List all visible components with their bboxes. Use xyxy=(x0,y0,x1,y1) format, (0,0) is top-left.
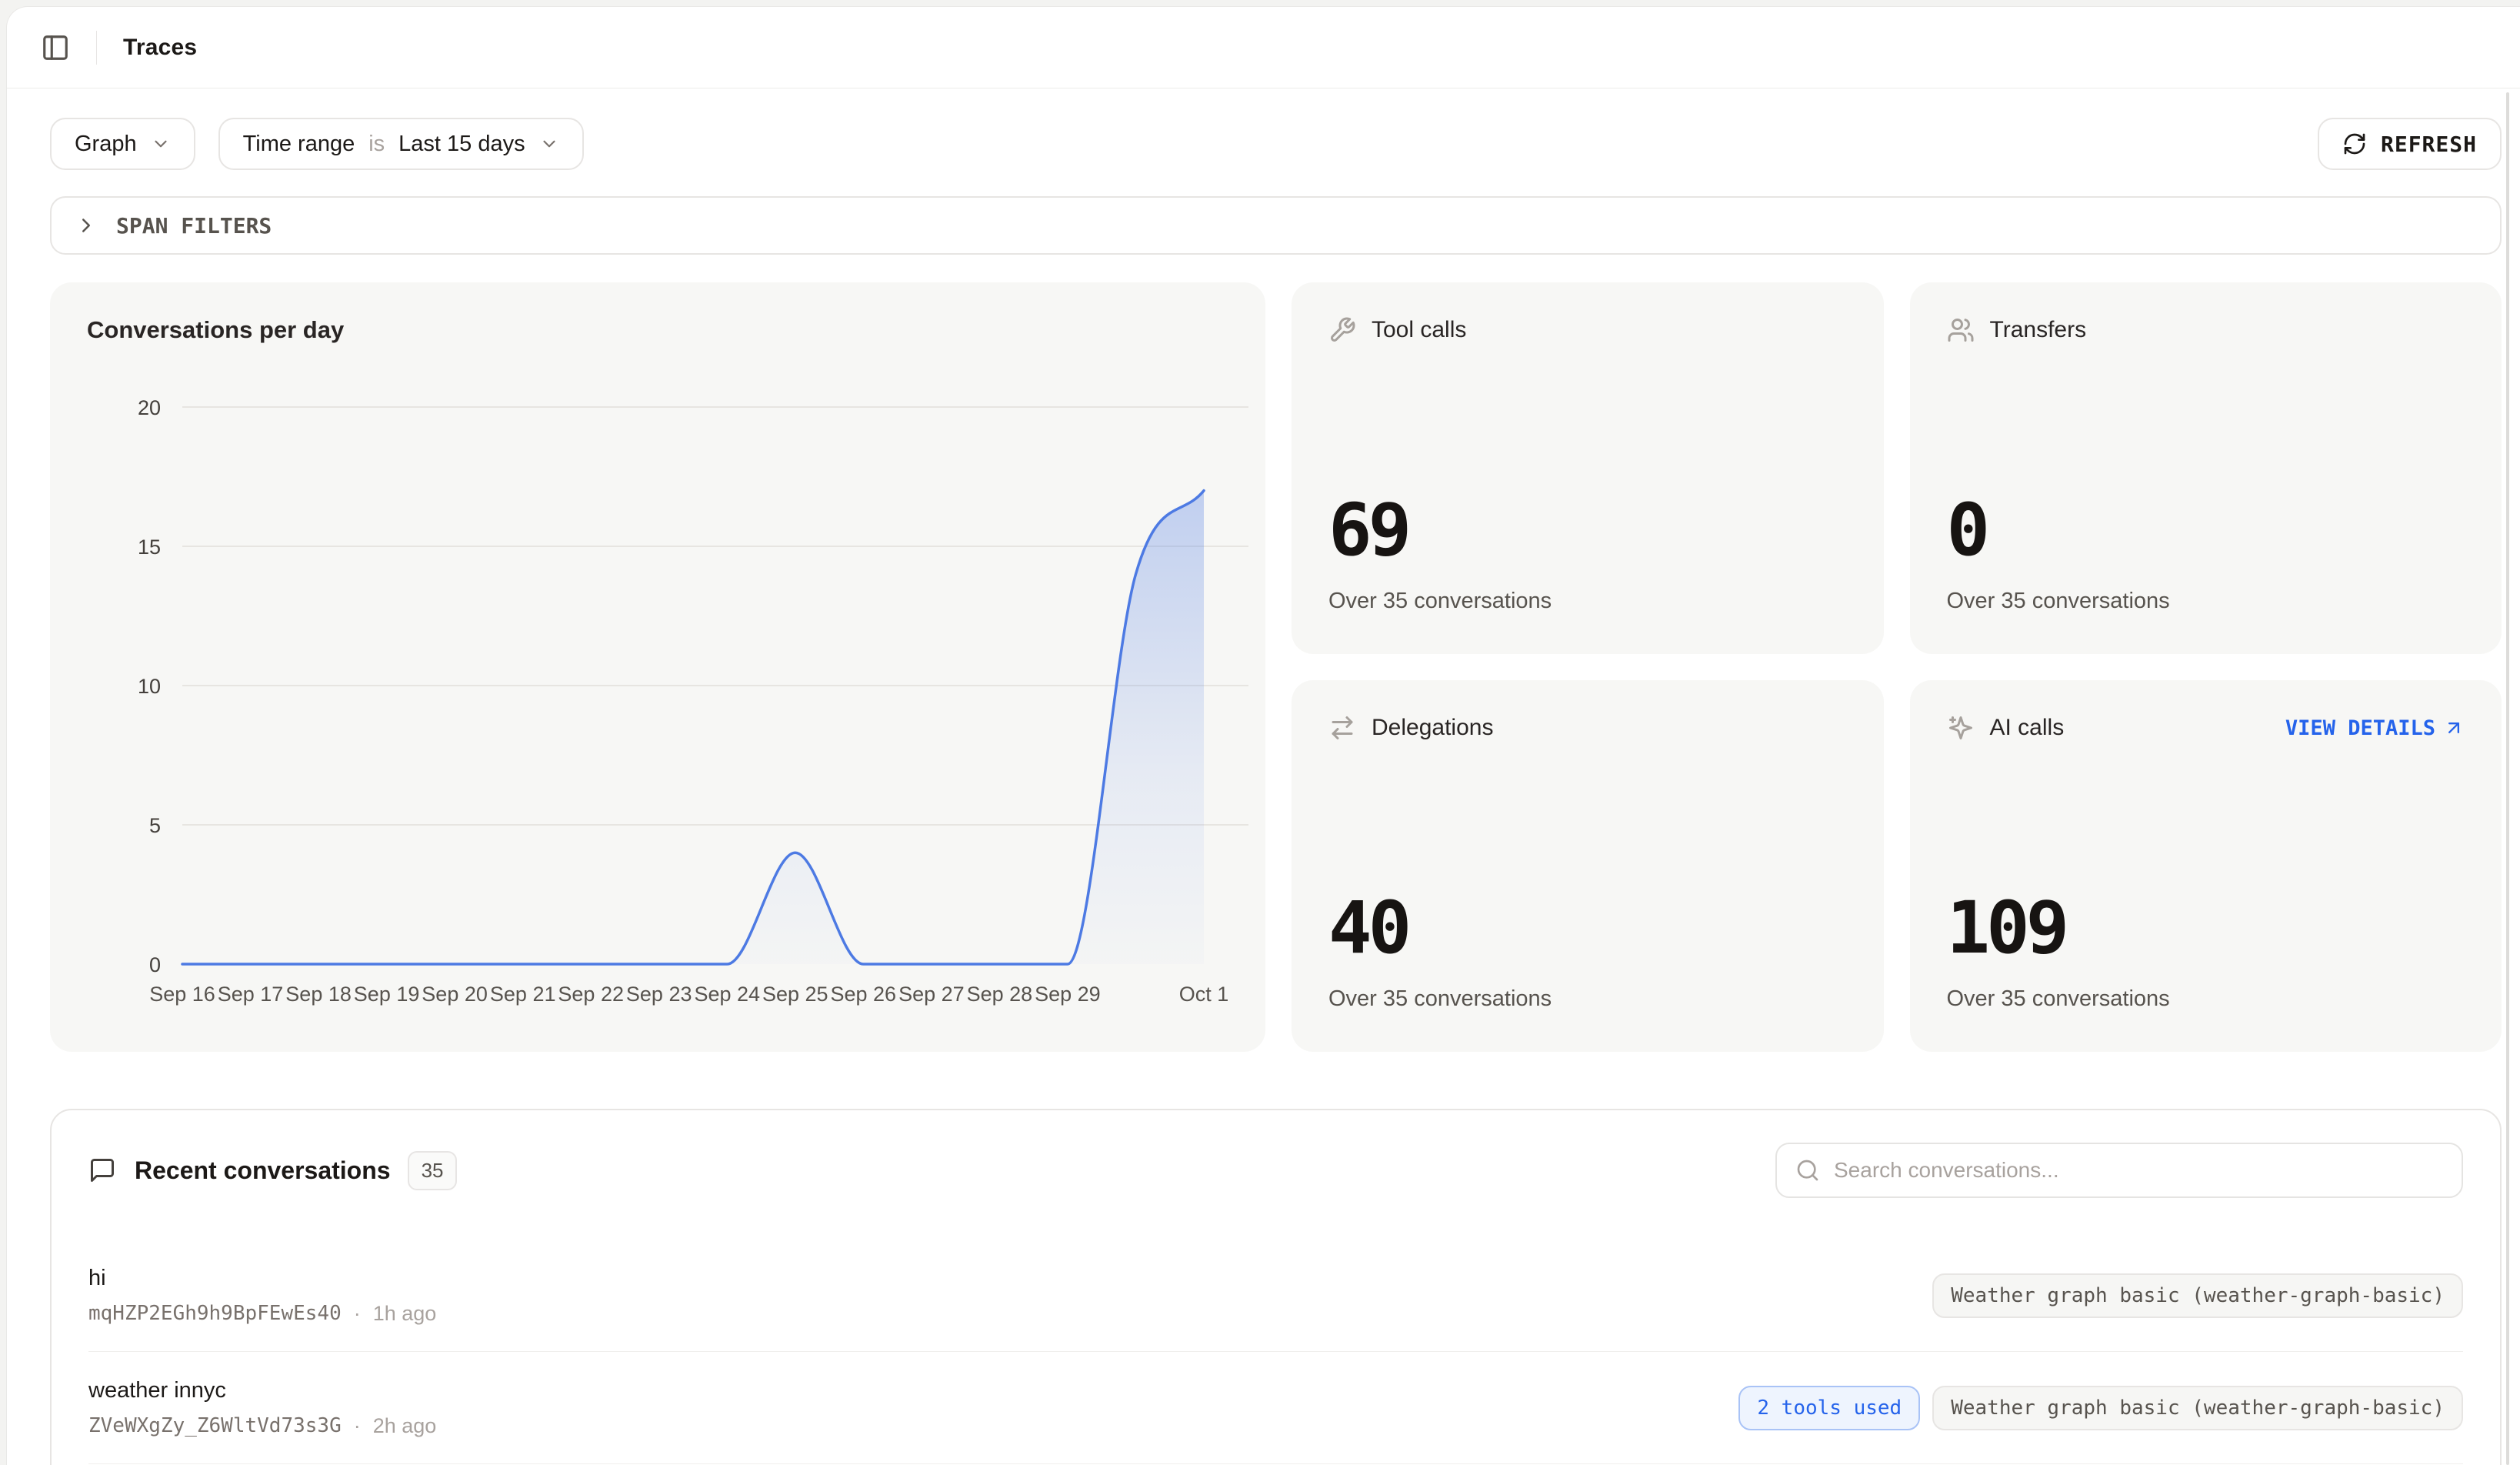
chevron-right-icon xyxy=(82,219,90,232)
conversation-row[interactable]: weather innyc ZVeWXgZy_Z6WltVd73s3G · 2h… xyxy=(88,1352,2463,1464)
sidebar-toggle-button[interactable] xyxy=(41,33,70,62)
graph-dropdown-label: Graph xyxy=(75,131,137,156)
stat-label: Transfers xyxy=(1989,317,2087,342)
meta-separator: · xyxy=(353,1301,361,1325)
time-range-filter[interactable]: Time range is Last 15 days xyxy=(218,118,584,170)
conversations-per-day-card: Conversations per day 0 5 10 15 20 Sep 16 Sep… xyxy=(50,282,1265,1052)
search-box xyxy=(1775,1143,2463,1198)
view-details-link[interactable]: VIEW DETAILS xyxy=(2285,716,2465,740)
tools-used-badge: 2 tools used xyxy=(1738,1385,1921,1430)
refresh-button-label: REFRESH xyxy=(2380,131,2477,157)
main-panel: Traces Graph Time range is Last 15 days … xyxy=(6,6,2520,1465)
svg-text:Sep 19: Sep 19 xyxy=(354,983,420,1006)
transfers-card: Transfers 0 Over 35 conversations xyxy=(1909,282,2502,654)
tool-calls-card: Tool calls 69 Over 35 conversations xyxy=(1292,282,1884,654)
message-square-icon xyxy=(91,1159,114,1182)
chevron-down-icon xyxy=(543,140,555,148)
svg-text:20: 20 xyxy=(138,396,161,419)
stat-subtitle: Over 35 conversations xyxy=(1946,589,2170,613)
stat-value: 109 xyxy=(1946,886,2070,970)
svg-text:Sep 24: Sep 24 xyxy=(695,983,761,1006)
sparkles-icon xyxy=(1948,716,1972,739)
stat-value: 40 xyxy=(1328,886,1412,970)
conversations-count-badge: 35 xyxy=(407,1150,458,1190)
delegations-card: Delegations 40 Over 35 conversations xyxy=(1292,680,1884,1052)
svg-text:Sep 16: Sep 16 xyxy=(149,983,215,1006)
recent-conversations-panel: Recent conversations 35 hi mqHZP2EGh9h9B… xyxy=(50,1109,2502,1465)
stat-label: AI calls xyxy=(1989,715,2065,740)
svg-text:Sep 18: Sep 18 xyxy=(285,983,352,1006)
stat-subtitle: Over 35 conversations xyxy=(1946,986,2170,1011)
conversation-row[interactable]: hi mqHZP2EGh9h9BpFEwEs40 · 1h ago Weathe… xyxy=(88,1240,2463,1352)
svg-text:Sep 27: Sep 27 xyxy=(898,983,965,1006)
chart-title: Conversations per day xyxy=(87,316,345,343)
graph-dropdown[interactable]: Graph xyxy=(50,118,195,170)
conversation-title: hi xyxy=(88,1265,106,1290)
arrow-right-left-icon xyxy=(1332,716,1353,739)
wrench-icon xyxy=(1331,317,1355,342)
top-bar: Traces xyxy=(7,7,2520,88)
svg-text:Sep 20: Sep 20 xyxy=(422,983,488,1006)
agent-badge: Weather graph basic (weather-graph-basic… xyxy=(1932,1273,2463,1318)
stat-subtitle: Over 35 conversations xyxy=(1328,986,1552,1011)
meta-separator: · xyxy=(353,1413,361,1437)
time-range-value: Last 15 days xyxy=(398,131,525,156)
agent-badge: Weather graph basic (weather-graph-basic… xyxy=(1932,1385,2463,1430)
time-range-field: Time range xyxy=(242,131,355,156)
vertical-scrollbar[interactable] xyxy=(2506,92,2509,1465)
conversation-time: 2h ago xyxy=(372,1413,437,1437)
search-icon xyxy=(1797,1160,1818,1181)
svg-text:Sep 29: Sep 29 xyxy=(1035,983,1101,1006)
refresh-button[interactable]: REFRESH xyxy=(2317,118,2502,170)
svg-text:Sep 26: Sep 26 xyxy=(831,983,897,1006)
header-divider xyxy=(96,30,97,65)
arrow-up-right-icon xyxy=(2448,722,2459,733)
stat-value: 69 xyxy=(1328,489,1412,572)
search-input[interactable] xyxy=(1834,1158,2443,1183)
conversation-title: weather innyc xyxy=(88,1377,226,1403)
span-filters-toggle[interactable]: SPAN FILTERS xyxy=(50,196,2502,255)
page-title: Traces xyxy=(123,34,198,60)
ai-calls-card: AI calls VIEW DETAILS 109 Over 35 conver… xyxy=(1909,680,2502,1052)
panel-left-icon xyxy=(43,35,68,60)
svg-text:Sep 17: Sep 17 xyxy=(218,983,284,1006)
svg-text:5: 5 xyxy=(149,814,161,837)
svg-text:Sep 28: Sep 28 xyxy=(967,983,1033,1006)
view-details-label: VIEW DETAILS xyxy=(2285,716,2435,740)
svg-text:Oct 1: Oct 1 xyxy=(1179,983,1229,1006)
conversations-chart: 0 5 10 15 20 Sep 16 Sep 17 Sep 18 Sep 19 Sep 20 S… xyxy=(87,344,1265,1030)
chevron-down-icon xyxy=(155,140,167,148)
stat-label: Tool calls xyxy=(1372,317,1467,342)
users-icon xyxy=(1948,319,1973,342)
stat-label: Delegations xyxy=(1372,715,1494,740)
stat-value: 0 xyxy=(1946,489,1991,572)
svg-text:0: 0 xyxy=(149,953,161,976)
refresh-icon xyxy=(2344,133,2365,155)
toolbar: Graph Time range is Last 15 days REFRESH xyxy=(50,118,2502,170)
conversation-time: 1h ago xyxy=(372,1301,437,1325)
time-range-operator: is xyxy=(368,131,385,156)
stat-subtitle: Over 35 conversations xyxy=(1328,589,1552,613)
conversation-id: ZVeWXgZy_Z6WltVd73s3G xyxy=(88,1414,342,1437)
span-filters-label: SPAN FILTERS xyxy=(116,212,272,239)
svg-text:15: 15 xyxy=(138,536,161,559)
svg-text:10: 10 xyxy=(138,675,161,698)
svg-text:Sep 23: Sep 23 xyxy=(626,983,692,1006)
svg-text:Sep 25: Sep 25 xyxy=(762,983,828,1006)
svg-text:Sep 21: Sep 21 xyxy=(490,983,556,1006)
recent-conversations-title: Recent conversations xyxy=(135,1156,391,1184)
conversation-id: mqHZP2EGh9h9BpFEwEs40 xyxy=(88,1302,342,1325)
svg-text:Sep 22: Sep 22 xyxy=(558,983,624,1006)
